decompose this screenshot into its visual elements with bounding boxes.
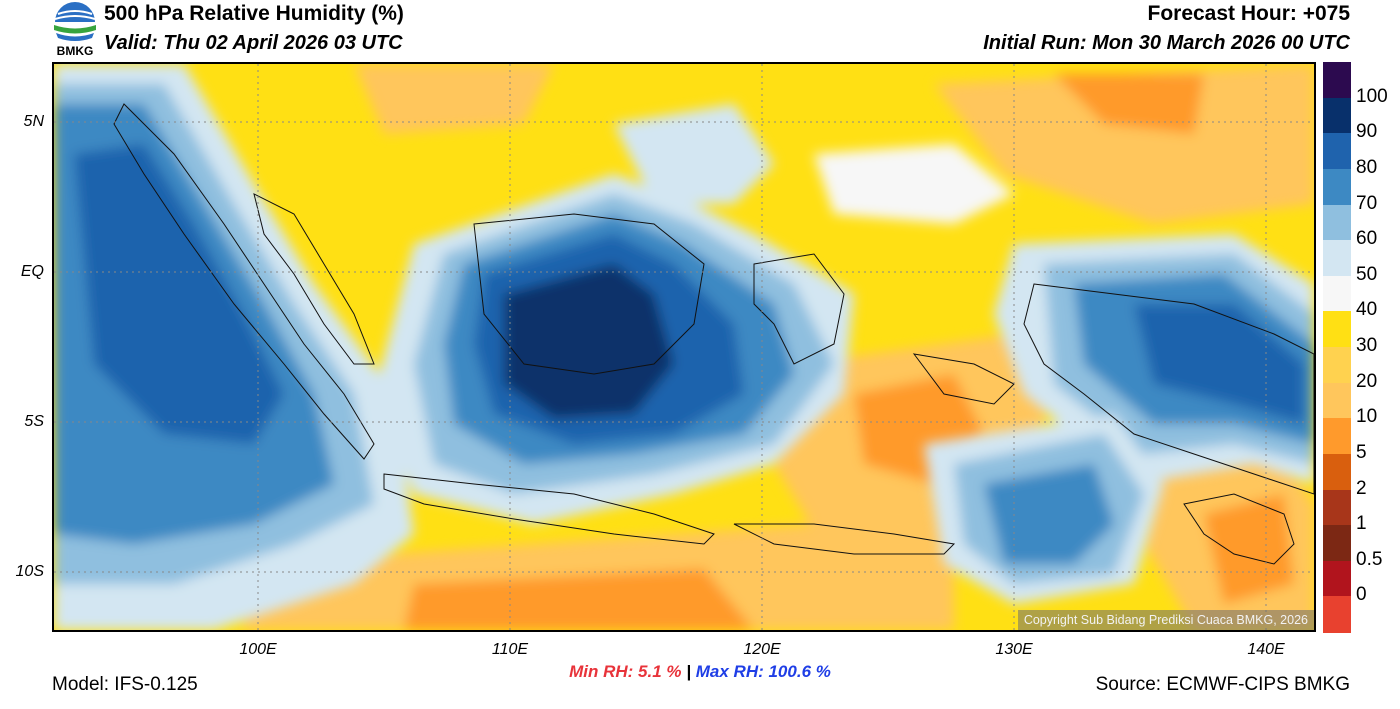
initial-run: Initial Run: Mon 30 March 2026 00 UTC	[983, 32, 1350, 54]
map-title: 500 hPa Relative Humidity (%)	[104, 2, 404, 25]
forecast-hour: Forecast Hour: +075	[1147, 2, 1351, 25]
legend-swatch	[1323, 97, 1351, 134]
legend-label: 100	[1356, 85, 1388, 107]
legend-swatch	[1323, 240, 1351, 277]
lon-label-130e: 130E	[995, 641, 1033, 658]
coastline-outlines	[113, 103, 1314, 565]
rh-stats: Min RH: 5.1 % | Max RH: 100.6 %	[0, 662, 1400, 682]
bmkg-logo: BMKG	[52, 2, 98, 58]
legend-label: 30	[1356, 335, 1378, 356]
legend-swatch	[1323, 382, 1351, 419]
lat-label-5s: 5S	[24, 413, 44, 430]
legend-swatch	[1323, 133, 1351, 170]
legend-swatch	[1323, 489, 1351, 526]
max-rh: Max RH: 100.6 %	[695, 662, 831, 681]
logo-text: BMKG	[56, 44, 94, 58]
lat-label-5n: 5N	[23, 113, 44, 130]
legend-swatch	[1323, 204, 1351, 241]
legend-label: 80	[1356, 156, 1378, 178]
lon-label-100e: 100E	[239, 641, 277, 658]
legend-label: 60	[1356, 228, 1378, 250]
legend-swatch	[1323, 596, 1351, 633]
humidity-field	[54, 64, 1314, 630]
legend-label: 70	[1356, 192, 1378, 214]
legend-label: 0.5	[1356, 548, 1383, 570]
legend-swatch	[1323, 311, 1351, 348]
legend-label: 20	[1356, 370, 1378, 392]
legend-label: 90	[1356, 121, 1378, 143]
legend-label: 2	[1356, 477, 1367, 499]
legend-swatch	[1323, 168, 1351, 205]
legend-label: 5	[1356, 441, 1367, 463]
legend-label: 0	[1356, 584, 1367, 606]
legend-swatch	[1323, 453, 1351, 490]
legend-label: 1	[1356, 513, 1367, 535]
legend-swatch	[1323, 347, 1351, 384]
valid-time: Valid: Thu 02 April 2026 03 UTC	[104, 32, 403, 54]
lon-label-110e: 110E	[491, 641, 529, 658]
legend-swatch	[1323, 418, 1351, 455]
legend-label: 10	[1356, 406, 1378, 428]
legend-swatch	[1323, 62, 1351, 99]
lon-label-120e: 120E	[743, 641, 781, 658]
legend-swatch	[1323, 275, 1351, 312]
model-label: Model: IFS-0.125	[52, 674, 198, 695]
legend-label: 40	[1356, 299, 1378, 321]
stats-separator: |	[686, 662, 692, 681]
lon-label-140e: 140E	[1247, 641, 1285, 658]
lat-label-eq: EQ	[20, 263, 44, 280]
gridlines	[54, 64, 1314, 630]
min-rh: Min RH: 5.1 %	[569, 662, 682, 681]
lat-label-10s: 10S	[15, 563, 44, 580]
legend-label: 50	[1356, 263, 1378, 285]
humidity-map[interactable]: Copyright Sub Bidang Prediksi Cuaca BMKG…	[52, 62, 1316, 632]
source-label: Source: ECMWF-CIPS BMKG	[1095, 674, 1350, 695]
copyright-notice: Copyright Sub Bidang Prediksi Cuaca BMKG…	[1017, 610, 1314, 630]
legend-swatch	[1323, 560, 1351, 597]
legend-swatch	[1323, 525, 1351, 562]
color-legend	[1323, 62, 1351, 633]
